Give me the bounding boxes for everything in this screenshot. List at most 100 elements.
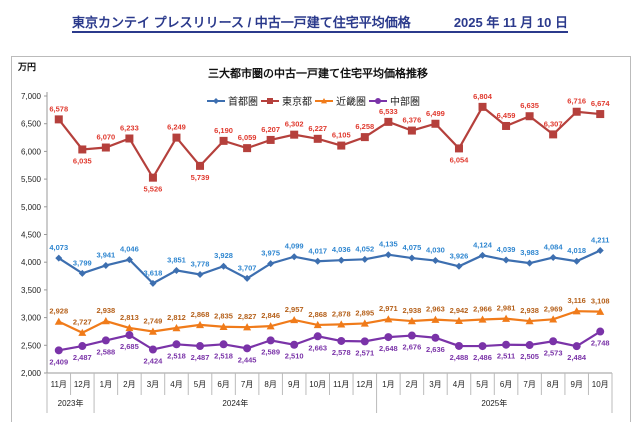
data-label-3: 2,484: [567, 353, 587, 362]
data-point-3: [407, 331, 416, 340]
data-point-2: [478, 315, 487, 323]
data-point-1: [219, 136, 228, 145]
data-point-2: [313, 320, 322, 329]
data-point-2: [549, 315, 558, 323]
data-label-3: 2,488: [450, 353, 469, 362]
data-point-0: [596, 247, 604, 255]
data-point-3: [454, 341, 463, 350]
data-point-1: [407, 126, 416, 135]
data-point-3: [78, 342, 87, 351]
data-label-1: 6,674: [591, 99, 611, 108]
data-label-2: 3,116: [568, 296, 586, 305]
data-point-1: [360, 133, 369, 142]
data-point-0: [526, 259, 534, 267]
data-point-3: [313, 332, 322, 341]
data-point-0: [125, 256, 133, 264]
y-tick-label: 3,500: [21, 286, 42, 295]
data-point-2: [360, 319, 369, 327]
data-label-2: 2,938: [520, 306, 539, 315]
y-tick-label: 5,000: [21, 203, 42, 212]
data-point-1: [525, 112, 534, 121]
data-label-0: 4,017: [308, 246, 327, 255]
data-label-0: 4,084: [544, 243, 564, 252]
data-label-2: 3,108: [591, 297, 610, 306]
data-label-0: 3,799: [73, 258, 92, 267]
data-point-1: [196, 161, 205, 170]
data-label-0: 3,707: [238, 263, 257, 272]
data-label-3: 2,445: [238, 355, 257, 364]
data-label-2: 2,966: [473, 304, 492, 313]
data-point-2: [101, 317, 110, 325]
legend-label-2: 近畿圏: [336, 95, 366, 108]
data-label-3: 2,676: [403, 343, 422, 352]
data-label-0: 4,036: [332, 245, 351, 254]
x-tick-label: 8月: [547, 380, 559, 389]
data-label-1: 6,716: [567, 97, 586, 106]
data-point-2: [243, 323, 252, 331]
x-tick-label: 4月: [170, 380, 182, 389]
data-label-3: 2,648: [379, 344, 398, 353]
data-point-2: [525, 317, 534, 325]
data-label-2: 2,813: [120, 313, 139, 322]
legend-marker-3: [375, 98, 381, 104]
data-label-2: 2,846: [261, 311, 280, 320]
data-point-3: [337, 336, 346, 345]
x-tick-label: 6月: [500, 380, 512, 389]
data-point-2: [290, 315, 299, 324]
data-point-2: [572, 307, 581, 315]
data-label-3: 2,510: [285, 352, 304, 361]
data-point-0: [196, 270, 204, 278]
data-label-0: 4,052: [355, 244, 374, 253]
data-point-0: [573, 257, 581, 265]
data-point-2: [337, 320, 346, 328]
data-label-3: 2,518: [214, 351, 233, 360]
year-label: 2025年: [481, 398, 507, 408]
data-label-2: 2,868: [191, 310, 210, 319]
data-label-2: 2,957: [285, 305, 304, 314]
data-point-0: [290, 253, 298, 261]
data-point-2: [148, 327, 157, 335]
chart-frame: [11, 56, 631, 422]
data-point-2: [431, 315, 440, 323]
data-label-1: 5,739: [191, 173, 210, 182]
data-label-3: 2,409: [49, 357, 68, 366]
x-tick-label: 3月: [429, 380, 441, 389]
data-label-0: 4,124: [473, 240, 493, 249]
data-label-1: 6,302: [285, 120, 304, 129]
data-point-1: [243, 144, 252, 153]
x-tick-label: 6月: [217, 380, 229, 389]
data-point-0: [361, 255, 369, 263]
data-point-2: [219, 322, 228, 330]
data-label-1: 6,533: [379, 107, 398, 116]
x-tick-label: 12月: [74, 380, 91, 389]
data-point-3: [219, 340, 228, 349]
data-point-3: [384, 333, 393, 342]
x-tick-label: 5月: [194, 380, 206, 389]
legend-marker-0: [213, 98, 219, 104]
x-tick-label: 7月: [523, 380, 535, 389]
data-point-2: [78, 328, 87, 336]
y-tick-label: 4,500: [21, 231, 42, 240]
legend-label-3: 中部圏: [390, 95, 420, 108]
x-tick-label: 11月: [51, 380, 67, 389]
data-label-0: 4,018: [567, 246, 586, 255]
data-point-0: [337, 256, 345, 264]
data-label-0: 3,975: [261, 249, 280, 258]
data-point-3: [101, 336, 110, 345]
data-point-0: [384, 251, 392, 259]
y-tick-label: 2,500: [21, 341, 42, 350]
data-label-0: 4,039: [497, 245, 516, 254]
data-point-3: [266, 336, 275, 345]
data-point-0: [314, 257, 322, 265]
data-point-0: [55, 254, 63, 262]
x-tick-label: 10月: [309, 380, 326, 389]
data-point-0: [220, 262, 228, 270]
data-label-3: 2,486: [473, 353, 492, 362]
data-point-1: [101, 143, 110, 152]
legend-label-0: 首都圏: [228, 95, 258, 108]
data-point-0: [102, 261, 110, 269]
data-point-2: [407, 317, 416, 325]
data-point-2: [384, 315, 393, 323]
data-label-0: 3,928: [214, 251, 233, 260]
